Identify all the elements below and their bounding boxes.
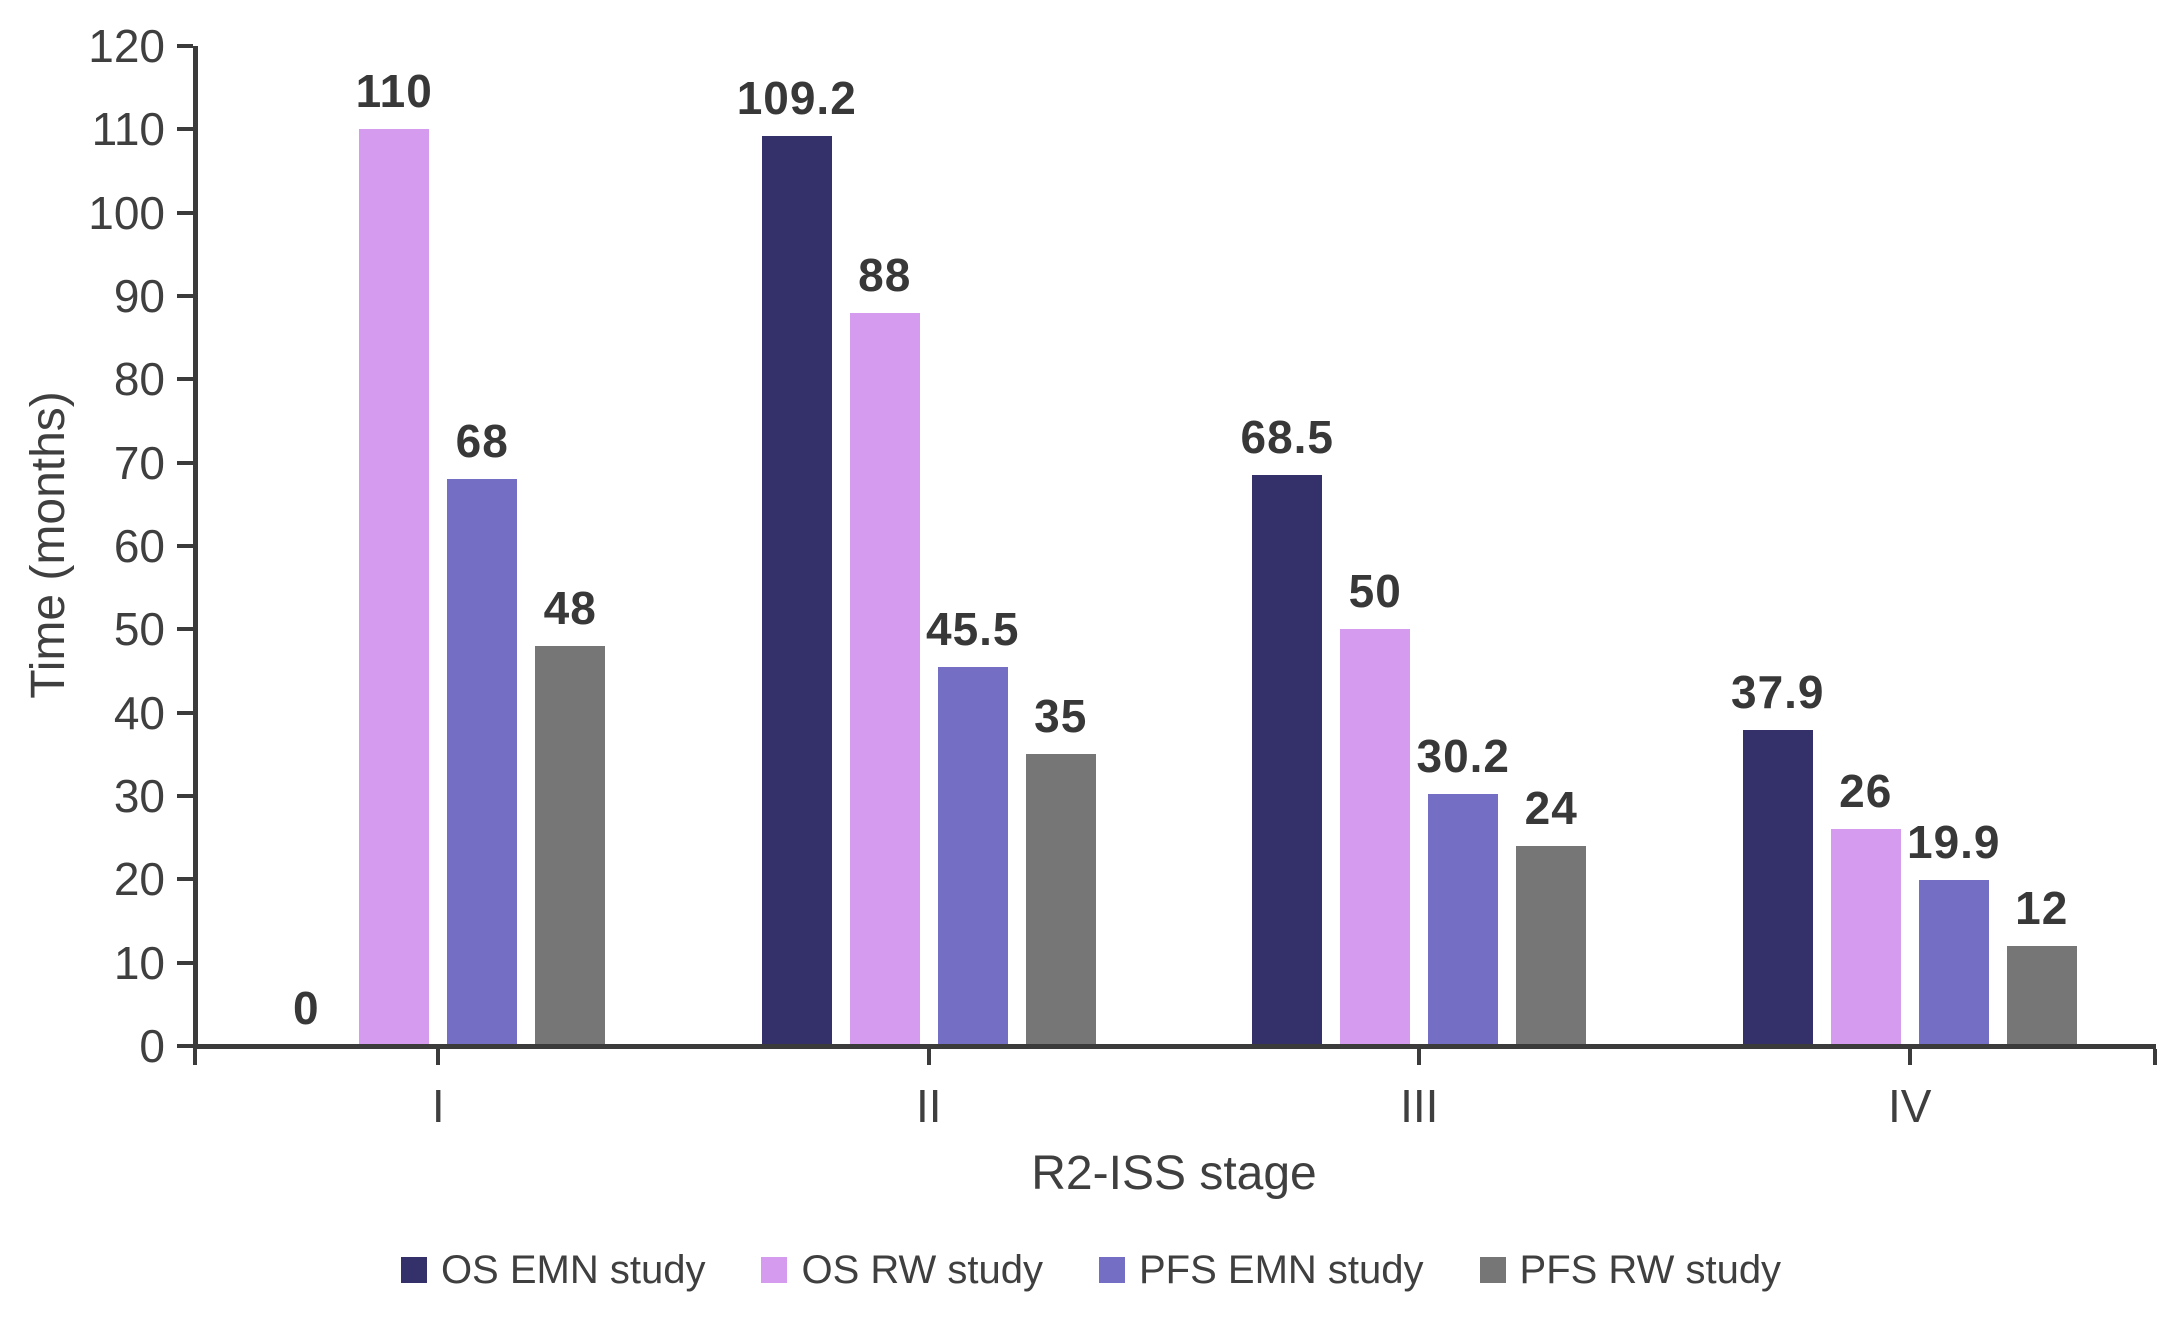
legend-label: PFS EMN study bbox=[1139, 1248, 1424, 1292]
y-axis-tick bbox=[177, 1044, 193, 1048]
x-category-label: IV bbox=[1888, 1080, 1932, 1132]
bar bbox=[1830, 829, 1901, 1046]
y-axis-tick-label: 60 bbox=[113, 520, 165, 572]
bar bbox=[447, 479, 518, 1046]
bar bbox=[1428, 794, 1499, 1046]
x-category-label: III bbox=[1400, 1080, 1439, 1132]
x-axis-tick bbox=[1907, 1049, 1912, 1065]
x-axis-tick bbox=[436, 1049, 441, 1065]
bar-value-label: 88 bbox=[858, 249, 912, 301]
bar-value-label: 48 bbox=[543, 582, 597, 634]
y-axis-line bbox=[193, 46, 198, 1049]
legend-label: OS EMN study bbox=[440, 1248, 706, 1292]
bar-value-label: 19.9 bbox=[1906, 816, 2001, 868]
bar bbox=[1340, 629, 1411, 1046]
bar bbox=[849, 313, 920, 1046]
bar bbox=[1516, 846, 1587, 1046]
bar bbox=[761, 136, 832, 1046]
y-axis-tick-label: 30 bbox=[113, 770, 165, 822]
y-axis-tick-label: 70 bbox=[113, 436, 165, 489]
legend-swatch-icon bbox=[1479, 1257, 1506, 1283]
bar bbox=[1252, 475, 1323, 1046]
bar-value-label: 45.5 bbox=[925, 603, 1020, 655]
y-axis-tick bbox=[177, 627, 193, 632]
legend: OS EMN study OS RW study PFS EMN study PFS … bbox=[0, 1238, 2182, 1302]
legend-item: OS EMN study bbox=[400, 1246, 706, 1294]
legend-label: PFS RW study bbox=[1519, 1248, 1782, 1292]
x-axis-tick bbox=[1417, 1049, 1422, 1065]
y-axis-tick-label: 90 bbox=[113, 270, 165, 322]
y-axis-tick bbox=[177, 210, 193, 215]
x-axis-line bbox=[193, 1044, 2156, 1049]
x-category-label: I bbox=[431, 1080, 445, 1132]
bar bbox=[1742, 730, 1813, 1046]
legend-item: OS RW study bbox=[761, 1246, 1043, 1294]
x-category-label: II bbox=[915, 1080, 942, 1132]
y-axis-tick bbox=[177, 127, 193, 132]
legend-label: OS RW study bbox=[801, 1248, 1043, 1292]
y-axis-tick-label: 0 bbox=[139, 1020, 165, 1072]
bar-value-label: 109.2 bbox=[736, 72, 857, 124]
y-axis-tick bbox=[177, 44, 193, 48]
legend-item: PFS EMN study bbox=[1099, 1246, 1424, 1294]
bar bbox=[359, 129, 430, 1046]
legend-swatch-icon bbox=[761, 1257, 788, 1283]
bar bbox=[1918, 880, 1989, 1046]
legend-swatch-icon bbox=[1099, 1257, 1125, 1283]
y-axis-tick-label: 10 bbox=[113, 936, 165, 989]
bar-value-label: 26 bbox=[1839, 765, 1893, 817]
bar-value-label: 68.5 bbox=[1240, 411, 1335, 463]
bar-value-label: 37.9 bbox=[1730, 666, 1825, 718]
y-axis-tick-label: 80 bbox=[113, 353, 165, 406]
y-axis-title: Time (months) bbox=[22, 391, 75, 699]
x-axis-title: R2-ISS stage bbox=[1031, 1147, 1317, 1200]
y-axis-tick bbox=[177, 877, 193, 882]
bar-value-label: 68 bbox=[455, 415, 509, 467]
y-axis-tick bbox=[177, 294, 193, 298]
bar-value-label: 24 bbox=[1524, 782, 1578, 834]
bar bbox=[937, 667, 1008, 1046]
y-axis-tick bbox=[177, 960, 193, 965]
legend-item: PFS RW study bbox=[1479, 1246, 1782, 1294]
y-axis-tick bbox=[177, 544, 193, 548]
bar-value-label: 110 bbox=[355, 65, 433, 117]
y-axis-tick-label: 120 bbox=[88, 20, 165, 72]
y-axis-tick bbox=[177, 377, 193, 382]
bar-value-label: 0 bbox=[292, 982, 320, 1034]
y-axis-tick-label: 50 bbox=[113, 603, 165, 656]
bar-value-label: 50 bbox=[1348, 565, 1402, 617]
y-axis-tick-label: 40 bbox=[113, 686, 165, 739]
y-axis-tick-label: 20 bbox=[113, 853, 165, 906]
x-axis-end-tick bbox=[2153, 1049, 2157, 1065]
y-axis-tick-label: 110 bbox=[91, 103, 165, 156]
x-axis-end-tick bbox=[193, 1049, 197, 1065]
bar-value-label: 12 bbox=[2015, 882, 2069, 934]
y-axis-tick bbox=[177, 794, 193, 798]
y-axis-tick bbox=[177, 710, 193, 715]
bar bbox=[2006, 946, 2077, 1046]
y-axis-tick bbox=[177, 460, 193, 465]
bar bbox=[535, 646, 606, 1046]
bar-value-label: 35 bbox=[1034, 690, 1088, 742]
y-axis-tick-label: 100 bbox=[88, 186, 165, 239]
legend-swatch-icon bbox=[400, 1257, 427, 1283]
x-axis-tick bbox=[926, 1049, 931, 1065]
bar-value-label: 30.2 bbox=[1416, 730, 1511, 782]
bar bbox=[1025, 754, 1096, 1046]
